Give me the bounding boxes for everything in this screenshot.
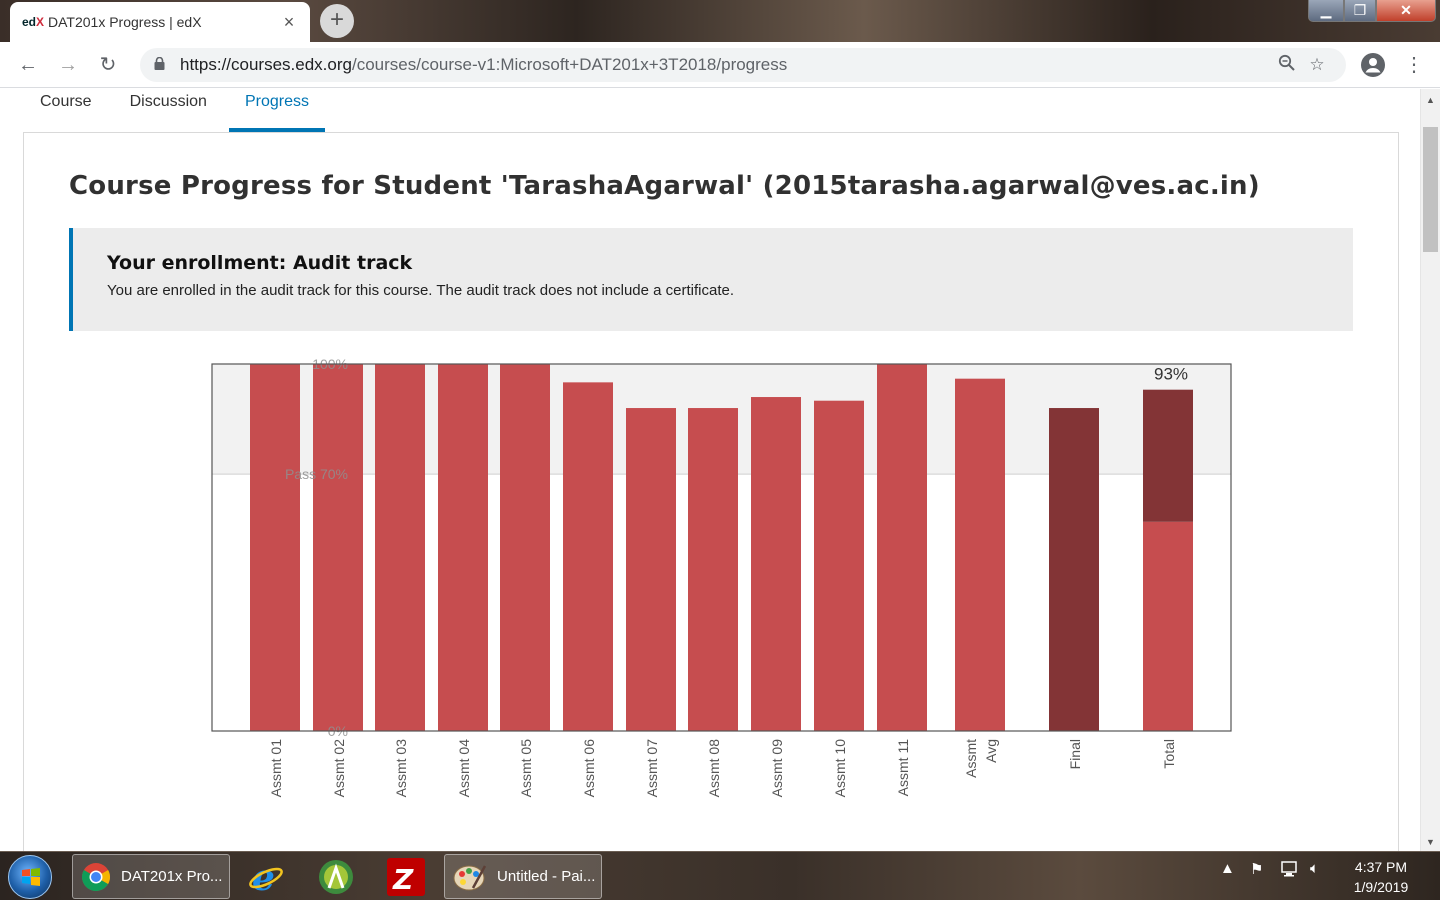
x-tick-label: Assmt 03 bbox=[393, 739, 409, 798]
bar-total-assessments bbox=[1143, 521, 1193, 731]
scroll-down-arrow-icon[interactable]: ▼ bbox=[1426, 837, 1435, 847]
x-tick-label: Assmt 10 bbox=[832, 739, 848, 798]
x-tick-label: Avg bbox=[983, 739, 999, 763]
course-tabs: Course Discussion Progress bbox=[24, 89, 325, 132]
x-tick-label: Assmt 05 bbox=[518, 739, 534, 798]
taskbar-paint-window[interactable]: Untitled - Pai... bbox=[444, 854, 602, 899]
close-window-button[interactable]: ✕ bbox=[1376, 0, 1436, 22]
enrollment-text: You are enrolled in the audit track for … bbox=[107, 282, 735, 299]
forward-arrow-icon[interactable]: → bbox=[58, 54, 78, 76]
reload-icon[interactable]: ↻ bbox=[99, 54, 117, 76]
tab-title: DAT201x Progress | edX bbox=[48, 14, 202, 30]
bar-final bbox=[1049, 408, 1099, 731]
show-hidden-icons-arrow[interactable]: ▲ bbox=[1220, 860, 1235, 877]
tab-close-icon[interactable]: × bbox=[283, 11, 295, 32]
bar-assmt-06 bbox=[563, 382, 613, 731]
bar-assmt-04 bbox=[438, 364, 488, 731]
bar-assmt-02 bbox=[313, 364, 363, 731]
url-path: /courses/course-v1:Microsoft+DAT201x+3T2… bbox=[351, 55, 788, 74]
bar-assmt-03 bbox=[375, 364, 425, 731]
x-tick-label: Assmt 01 bbox=[268, 739, 284, 798]
edx-favicon-icon: edX bbox=[22, 15, 45, 29]
bar-assmt-08 bbox=[688, 408, 738, 731]
volume-icon[interactable]: 🔈︎ bbox=[1310, 860, 1320, 877]
action-center-flag-icon[interactable]: ⚑ bbox=[1250, 861, 1264, 878]
filezilla-icon[interactable]: Z bbox=[380, 856, 432, 898]
page-title: Course Progress for Student 'TarashaAgar… bbox=[69, 171, 1260, 201]
x-tick-label: Final bbox=[1067, 739, 1083, 769]
y-tick-label: 100% bbox=[312, 358, 348, 372]
grade-chart-svg: Assmt 01 Assmt 02 Assmt 03 Assmt 04 Assmt 05… bbox=[211, 356, 1232, 798]
bar-assmt-09 bbox=[751, 397, 801, 731]
bar-assmt-01 bbox=[250, 364, 300, 731]
bar-assmt-10 bbox=[814, 400, 864, 731]
page-viewport: Course Discussion Progress Course Progre… bbox=[0, 89, 1420, 851]
x-tick-label: Assmt 06 bbox=[581, 739, 597, 798]
android-studio-icon[interactable] bbox=[310, 856, 362, 898]
svg-text:Z: Z bbox=[392, 863, 414, 896]
bar-assmt-11 bbox=[877, 364, 927, 731]
chart-frame bbox=[211, 363, 1232, 732]
progress-content: Course Progress for Student 'TarashaAgar… bbox=[23, 132, 1399, 851]
x-tick-label: Assmt 11 bbox=[895, 739, 911, 797]
x-tick-label: Assmt 08 bbox=[706, 739, 722, 798]
x-tick-label: Assmt 04 bbox=[456, 739, 472, 798]
chrome-menu-icon[interactable]: ⋮ bbox=[1404, 54, 1424, 76]
paint-icon bbox=[453, 864, 487, 890]
window-titlebar: edX DAT201x Progress | edX × + ▁ ❐ ✕ bbox=[0, 0, 1440, 42]
page-scrollbar[interactable]: ▲ ▼ bbox=[1420, 89, 1440, 851]
network-icon[interactable] bbox=[1280, 860, 1300, 882]
tab-discussion[interactable]: Discussion bbox=[129, 93, 207, 110]
bar-assmt-07 bbox=[626, 408, 676, 731]
clock-time: 4:37 PM bbox=[1354, 859, 1408, 875]
total-value-label: 93% bbox=[1154, 365, 1188, 384]
enrollment-notice: Your enrollment: Audit track You are enr… bbox=[69, 228, 1353, 331]
browser-tab[interactable]: edX DAT201x Progress | edX × bbox=[10, 2, 310, 42]
bar-assmt-05 bbox=[500, 364, 550, 731]
x-tick-label: Assmt 09 bbox=[769, 739, 785, 798]
start-button[interactable] bbox=[8, 855, 52, 899]
scroll-thumb[interactable] bbox=[1423, 127, 1438, 252]
x-tick-label: Assmt 07 bbox=[644, 739, 660, 798]
taskbar-chrome-window[interactable]: DAT201x Pro... bbox=[72, 854, 230, 899]
clock-date: 1/9/2019 bbox=[1353, 879, 1409, 895]
taskbar-chrome-label: DAT201x Pro... bbox=[121, 868, 223, 885]
lock-icon bbox=[154, 56, 166, 73]
profile-avatar-icon[interactable] bbox=[1361, 53, 1385, 77]
browser-toolbar: ← → ↻ https://courses.edx.org/courses/co… bbox=[0, 42, 1440, 88]
grade-chart: Assmt 01 Assmt 02 Assmt 03 Assmt 04 Assmt 05… bbox=[174, 356, 1254, 838]
bar-total-final bbox=[1143, 389, 1193, 522]
zoom-icon[interactable] bbox=[1272, 54, 1302, 77]
bar-assmt-avg bbox=[955, 378, 1005, 731]
minimize-button[interactable]: ▁ bbox=[1308, 0, 1344, 22]
url-host: https://courses.edx.org bbox=[180, 55, 352, 74]
x-tick-label: Assmt 02 bbox=[331, 739, 347, 798]
maximize-button[interactable]: ❐ bbox=[1344, 0, 1376, 22]
address-bar[interactable]: https://courses.edx.org/courses/course-v… bbox=[140, 48, 1346, 82]
back-arrow-icon[interactable]: ← bbox=[18, 54, 38, 76]
internet-explorer-icon[interactable]: e bbox=[240, 856, 292, 898]
enrollment-heading: Your enrollment: Audit track bbox=[107, 252, 413, 274]
taskbar-paint-label: Untitled - Pai... bbox=[497, 868, 596, 885]
y-tick-label: Pass 70% bbox=[285, 466, 348, 482]
chrome-icon bbox=[82, 862, 110, 891]
url-text[interactable]: https://courses.edx.org/courses/course-v… bbox=[180, 55, 1272, 75]
tab-progress[interactable]: Progress bbox=[228, 89, 325, 132]
bookmark-star-icon[interactable]: ☆ bbox=[1309, 55, 1325, 74]
new-tab-button[interactable]: + bbox=[320, 4, 354, 38]
system-clock[interactable]: 4:37 PM 1/9/2019 bbox=[1340, 857, 1422, 897]
x-tick-label: Assmt bbox=[963, 739, 979, 778]
windows-taskbar: DAT201x Pro... e Z Untitled - Pai... ▲ ⚑… bbox=[0, 851, 1440, 900]
windows-logo-icon bbox=[22, 868, 40, 886]
tab-course[interactable]: Course bbox=[40, 93, 92, 110]
x-tick-label: Total bbox=[1161, 739, 1177, 769]
scroll-up-arrow-icon[interactable]: ▲ bbox=[1426, 95, 1435, 105]
